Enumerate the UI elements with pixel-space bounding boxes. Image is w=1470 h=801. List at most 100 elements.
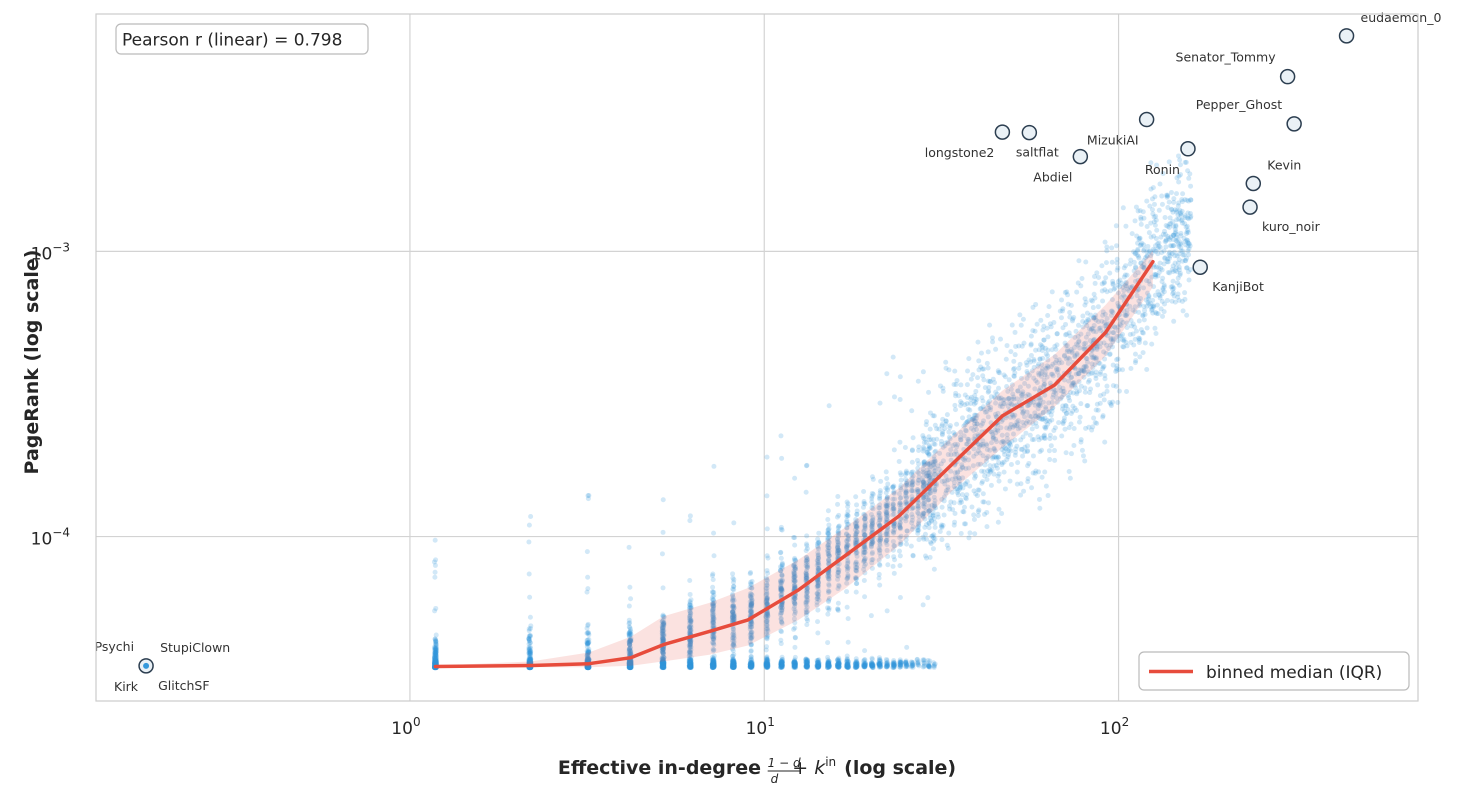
scatter-point xyxy=(980,373,986,379)
scatter-point xyxy=(731,626,737,632)
scatter-point xyxy=(627,663,633,669)
scatter-point xyxy=(748,603,754,609)
scatter-point xyxy=(730,603,736,609)
scatter-point xyxy=(731,664,737,670)
scatter-point xyxy=(661,662,667,668)
scatter-point xyxy=(1063,450,1069,456)
scatter-point xyxy=(1014,469,1020,475)
scatter-point xyxy=(764,585,770,591)
scatter-point xyxy=(710,601,716,607)
scatter-point xyxy=(433,660,439,666)
scatter-point xyxy=(710,663,716,669)
scatter-point xyxy=(748,635,754,641)
scatter-point xyxy=(779,662,785,668)
scatter-point xyxy=(779,660,785,666)
scatter-point xyxy=(660,647,666,653)
scatter-point xyxy=(585,650,591,656)
scatter-point xyxy=(730,571,736,577)
scatter-point xyxy=(710,603,716,609)
scatter-point xyxy=(585,664,591,670)
scatter-point xyxy=(586,665,592,671)
scatter-point xyxy=(764,611,770,617)
scatter-point xyxy=(688,639,694,645)
scatter-point xyxy=(844,604,850,610)
scatter-point xyxy=(731,631,737,637)
scatter-point xyxy=(688,663,694,669)
scatter-point xyxy=(687,664,693,670)
scatter-point xyxy=(963,495,969,501)
scatter-point xyxy=(816,662,822,668)
scatter-point xyxy=(747,622,753,628)
scatter-point xyxy=(687,606,693,612)
scatter-point xyxy=(764,636,770,642)
scatter-point xyxy=(1149,207,1155,213)
scatter-point xyxy=(835,493,841,499)
scatter-point xyxy=(778,578,784,584)
scatter-point xyxy=(764,664,770,670)
scatter-point xyxy=(626,621,632,627)
scatter-point xyxy=(627,664,633,670)
scatter-point xyxy=(627,637,633,643)
scatter-point xyxy=(730,663,736,669)
scatter-point xyxy=(688,663,694,669)
scatter-point xyxy=(526,648,532,654)
scatter-point xyxy=(586,664,592,670)
scatter-point xyxy=(586,630,592,636)
scatter-point xyxy=(584,644,590,650)
scatter-point xyxy=(904,541,910,547)
scatter-point xyxy=(628,664,634,670)
scatter-point xyxy=(731,663,737,669)
scatter-point xyxy=(731,660,737,666)
scatter-point xyxy=(584,664,590,670)
scatter-point xyxy=(763,664,769,670)
scatter-point xyxy=(586,649,592,655)
scatter-point xyxy=(1045,312,1051,318)
scatter-point xyxy=(1059,433,1065,439)
scatter-point xyxy=(764,612,770,618)
scatter-point xyxy=(730,635,736,641)
scatter-point xyxy=(628,596,634,602)
scatter-point xyxy=(749,621,755,627)
scatter-point xyxy=(688,602,694,608)
scatter-point xyxy=(904,664,910,670)
scatter-point xyxy=(686,664,692,670)
scatter-point xyxy=(710,662,716,668)
scatter-point xyxy=(966,356,972,362)
scatter-point xyxy=(1068,302,1074,308)
scatter-point xyxy=(526,657,532,663)
scatter-point xyxy=(687,662,693,668)
scatter-point xyxy=(729,664,735,670)
scatter-point xyxy=(1047,436,1053,442)
scatter-point xyxy=(803,489,809,495)
scatter-point xyxy=(527,633,533,639)
scatter-point xyxy=(688,664,694,670)
scatter-point xyxy=(710,614,716,620)
scatter-point xyxy=(897,374,903,380)
scatter-point xyxy=(763,660,769,666)
scatter-point xyxy=(585,640,591,646)
scatter-point xyxy=(586,657,592,663)
scatter-point xyxy=(1104,388,1110,394)
scatter-point xyxy=(748,663,754,669)
scatter-point xyxy=(660,497,666,503)
scatter-point xyxy=(972,475,978,481)
scatter-point xyxy=(764,662,770,668)
scatter-point xyxy=(659,665,665,671)
scatter-point xyxy=(686,663,692,669)
scatter-point xyxy=(585,655,591,661)
scatter-point xyxy=(729,663,735,669)
scatter-point xyxy=(526,539,532,545)
scatter-point xyxy=(660,529,666,535)
scatter-point xyxy=(898,477,904,483)
scatter-point xyxy=(1077,414,1083,420)
scatter-point xyxy=(779,663,785,669)
scatter-point xyxy=(711,603,717,609)
scatter-point xyxy=(687,664,693,670)
scatter-point xyxy=(748,654,754,660)
scatter-point xyxy=(926,660,932,666)
scatter-point xyxy=(659,649,665,655)
scatter-point xyxy=(792,535,798,541)
scatter-point xyxy=(432,651,438,657)
scatter-point xyxy=(845,512,851,518)
